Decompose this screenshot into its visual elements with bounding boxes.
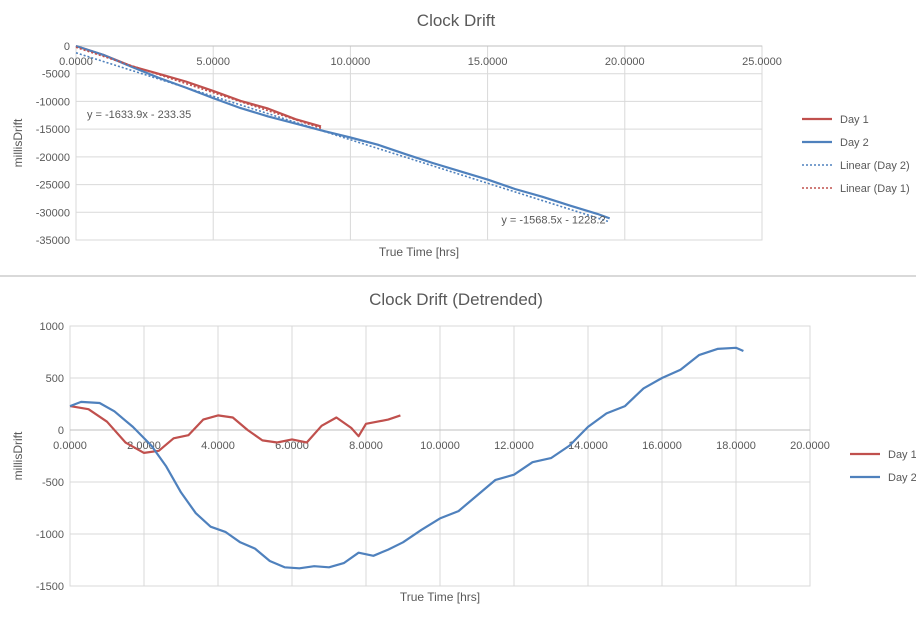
- x-tick-label: 10.0000: [420, 440, 460, 452]
- plot-area: [75, 45, 763, 241]
- trendline-equation: y = -1568.5x - 1228.2: [501, 214, 605, 226]
- y-tick-label: -30000: [36, 207, 70, 219]
- legend-label: Day 1: [840, 114, 869, 126]
- clock-drift-svg: Clock Drift 0.0000 5.0000 10.0000 15.0000 20.…: [11, 11, 910, 259]
- clock-drift-chart: Clock Drift 0.0000 5.0000 10.0000 15.0000 20.…: [0, 0, 916, 274]
- y-tick-label: -20000: [36, 152, 70, 164]
- x-tick-label: 8.0000: [349, 440, 383, 452]
- y-tick-label: -5000: [42, 69, 70, 81]
- y-axis-title: millisDrift: [11, 118, 25, 167]
- legend-label: Linear (Day 2): [840, 160, 910, 172]
- trendline-equation: y = -1633.9x - 233.35: [87, 109, 191, 121]
- y-tick-label: -35000: [36, 235, 70, 247]
- series-line-linear-day-1: [75, 46, 322, 129]
- series-line-day-2: [75, 44, 611, 220]
- x-tick-label: 5.0000: [196, 56, 230, 68]
- x-tick-label: 0.0000: [59, 56, 93, 68]
- x-axis-title: True Time [hrs]: [379, 245, 459, 259]
- legend-label: Linear (Day 1): [840, 183, 910, 195]
- x-tick-label: 15.0000: [468, 56, 508, 68]
- y-tick-label: 0: [64, 41, 70, 53]
- x-tick-label: 18.0000: [716, 440, 756, 452]
- x-tick-label: 10.0000: [331, 56, 371, 68]
- x-tick-label: 20.0000: [605, 56, 645, 68]
- chart-divider: [0, 275, 916, 277]
- x-tick-label: 0.0000: [53, 440, 87, 452]
- x-axis-title: True Time [hrs]: [400, 590, 480, 604]
- x-tick-label: 16.0000: [642, 440, 682, 452]
- y-tick-label: -15000: [36, 124, 70, 136]
- clock-drift-detrended-chart: Clock Drift (Detrended) 0.0000 2.0000 4.000…: [0, 278, 916, 620]
- x-tick-label: 4.0000: [201, 440, 235, 452]
- x-tick-label: 20.0000: [790, 440, 830, 452]
- legend-label: Day 1: [888, 449, 916, 461]
- chart-title: Clock Drift (Detrended): [369, 290, 543, 309]
- series-line-day-2: [69, 346, 744, 570]
- legend-label: Day 2: [840, 137, 869, 149]
- y-tick-label: -10000: [36, 96, 70, 108]
- series-line-linear-day-2: [75, 52, 610, 223]
- x-tick-label: 14.0000: [568, 440, 608, 452]
- clock-drift-detrended-svg: Clock Drift (Detrended)0.0000 2.0000 4.000…: [11, 290, 916, 604]
- legend-label: Day 2: [888, 472, 916, 484]
- y-tick-label: -1500: [36, 581, 64, 593]
- y-tick-label: 0: [58, 425, 64, 437]
- y-tick-label: -500: [42, 477, 64, 489]
- chart-title: Clock Drift: [417, 11, 496, 30]
- series-line-day-1: [69, 405, 401, 454]
- x-tick-label: 6.0000: [275, 440, 309, 452]
- x-tick-label: 12.0000: [494, 440, 534, 452]
- y-tick-label: 500: [46, 373, 64, 385]
- x-tick-label: 25.0000: [742, 56, 782, 68]
- y-tick-label: -1000: [36, 529, 64, 541]
- y-tick-label: -25000: [36, 180, 70, 192]
- y-tick-label: 1000: [40, 321, 64, 333]
- y-axis-title: millisDrift: [11, 431, 25, 480]
